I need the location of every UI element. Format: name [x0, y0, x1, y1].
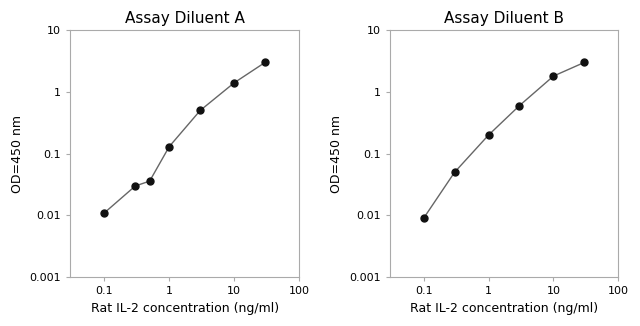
- Y-axis label: OD=450 nm: OD=450 nm: [330, 115, 344, 193]
- X-axis label: Rat IL-2 concentration (ng/ml): Rat IL-2 concentration (ng/ml): [91, 302, 279, 315]
- Title: Assay Diluent A: Assay Diluent A: [125, 11, 244, 26]
- Y-axis label: OD=450 nm: OD=450 nm: [11, 115, 24, 193]
- Title: Assay Diluent B: Assay Diluent B: [444, 11, 564, 26]
- X-axis label: Rat IL-2 concentration (ng/ml): Rat IL-2 concentration (ng/ml): [410, 302, 598, 315]
